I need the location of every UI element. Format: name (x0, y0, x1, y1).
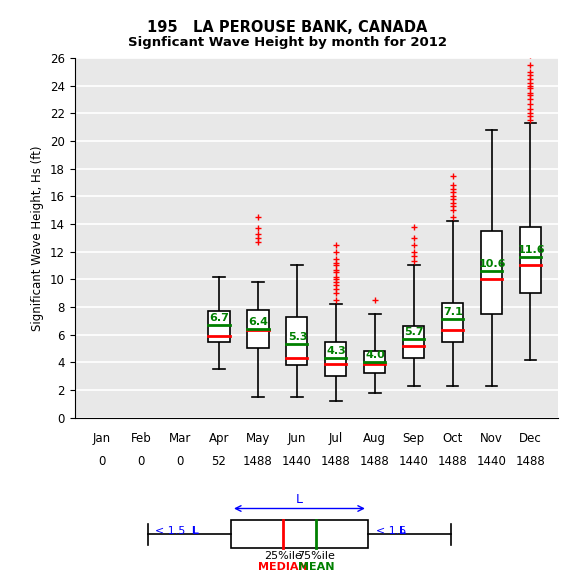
Bar (520, 227, 541, 293)
Text: 1488: 1488 (438, 455, 467, 468)
Text: 0: 0 (137, 455, 145, 468)
Text: 25%ile: 25%ile (264, 550, 302, 560)
Text: 1488: 1488 (360, 455, 389, 468)
Text: Signficant Wave Height by month for 2012: Signficant Wave Height by month for 2012 (128, 36, 447, 49)
Text: 4.0: 4.0 (366, 350, 385, 360)
Text: Jul: Jul (328, 432, 343, 445)
Text: Nov: Nov (480, 432, 503, 445)
Text: 5.7: 5.7 (405, 327, 424, 336)
Text: 1488: 1488 (516, 455, 545, 468)
Text: Oct: Oct (442, 432, 463, 445)
Text: 7.1: 7.1 (443, 307, 463, 317)
Text: 1440: 1440 (282, 455, 312, 468)
Text: 5.3: 5.3 (288, 332, 307, 342)
Text: Dec: Dec (519, 432, 542, 445)
Bar (231, 520, 368, 548)
Text: 1440: 1440 (398, 455, 428, 468)
Text: 195   LA PEROUSE BANK, CANADA: 195 LA PEROUSE BANK, CANADA (147, 20, 428, 35)
Bar (403, 327, 424, 358)
Bar (247, 310, 269, 349)
Text: Apr: Apr (209, 432, 229, 445)
Text: 4.3: 4.3 (327, 346, 346, 356)
Bar (442, 303, 463, 342)
Text: 75%ile: 75%ile (297, 550, 335, 560)
Text: 52: 52 (212, 455, 227, 468)
Text: Sep: Sep (402, 432, 425, 445)
Text: < 1.5: < 1.5 (376, 526, 407, 536)
Text: Mar: Mar (168, 432, 191, 445)
Text: L: L (187, 526, 198, 536)
Text: < 1.5: < 1.5 (155, 526, 186, 536)
Bar (208, 311, 229, 342)
Text: Jun: Jun (288, 432, 306, 445)
Bar (481, 231, 502, 314)
Text: 6.7: 6.7 (210, 313, 229, 323)
Bar (325, 342, 347, 376)
Text: 11.6: 11.6 (518, 245, 545, 255)
Bar (286, 317, 308, 365)
Text: L: L (399, 526, 406, 536)
Text: MEAN: MEAN (298, 563, 334, 572)
Y-axis label: Significant Wave Height, Hs (ft): Significant Wave Height, Hs (ft) (32, 145, 44, 331)
Text: Jan: Jan (93, 432, 111, 445)
Text: May: May (246, 432, 270, 445)
Text: 1488: 1488 (243, 455, 273, 468)
Text: 0: 0 (98, 455, 106, 468)
Text: 10.6: 10.6 (478, 259, 506, 269)
Text: MEDIAN: MEDIAN (258, 563, 308, 572)
Text: 1440: 1440 (477, 455, 507, 468)
Text: L: L (296, 494, 303, 506)
Text: Aug: Aug (363, 432, 386, 445)
Text: 0: 0 (176, 455, 183, 468)
Text: Feb: Feb (131, 432, 151, 445)
Bar (364, 351, 385, 374)
Text: 6.4: 6.4 (248, 317, 269, 327)
Text: 1488: 1488 (321, 455, 351, 468)
